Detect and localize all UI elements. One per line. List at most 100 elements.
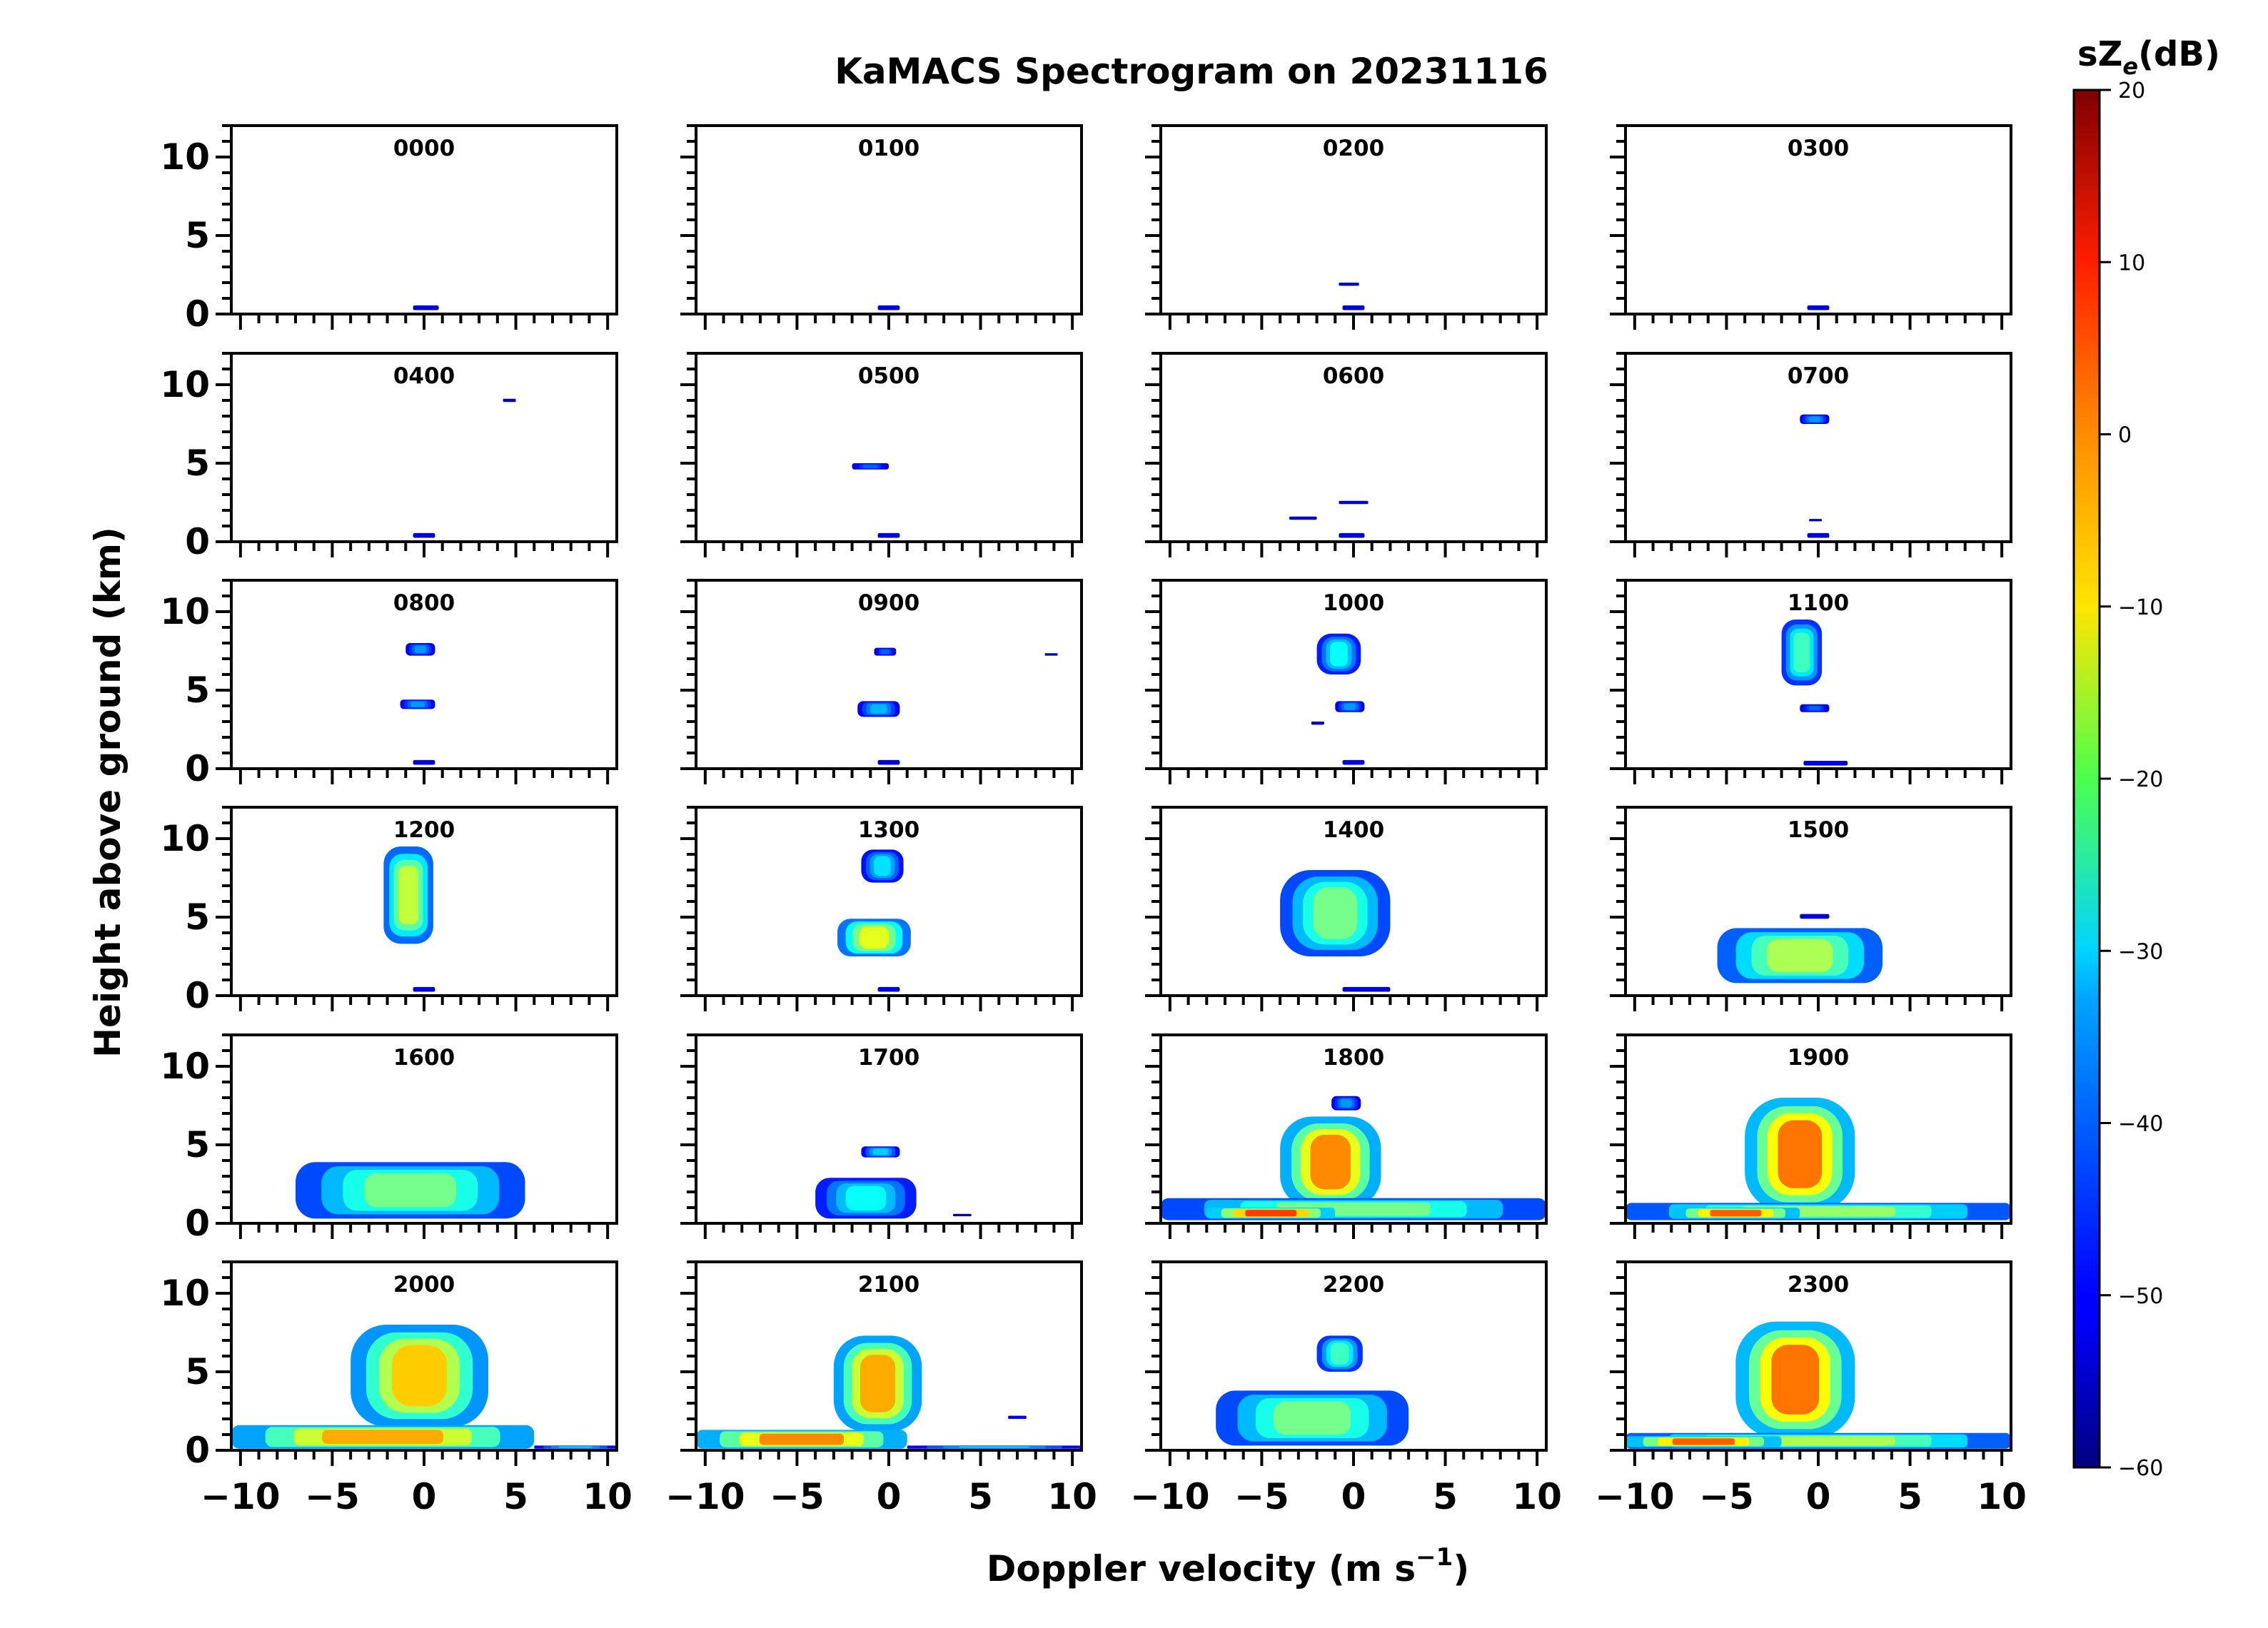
panel-time-label: 0800	[393, 590, 455, 616]
spectral-echo	[1745, 1098, 1855, 1211]
spectral-echo	[1335, 701, 1365, 712]
x-tick-label: 10	[1047, 1476, 1097, 1517]
y-tick-label: 10	[160, 818, 210, 859]
x-tick-label: 5	[1897, 1476, 1922, 1517]
echo-level	[364, 1173, 456, 1208]
panel-background	[1161, 353, 1546, 542]
spectral-echo	[1800, 414, 1830, 424]
echo-level	[1010, 1415, 1024, 1419]
echo-level	[1310, 1134, 1351, 1190]
echo-level	[880, 760, 897, 765]
panel-time-label: 0300	[1788, 136, 1849, 161]
spectral-echo	[1280, 1116, 1381, 1208]
spectral-echo	[877, 759, 900, 765]
y-tick-label: 5	[185, 669, 210, 711]
echo-level	[1330, 642, 1348, 667]
echo-level	[845, 1185, 887, 1210]
x-tick-label: −5	[770, 1476, 825, 1517]
spectral-echo	[1044, 653, 1058, 656]
echo-level	[1344, 703, 1356, 710]
panel-spectra	[857, 647, 1058, 765]
spectral-echo	[1800, 914, 1830, 919]
panel-1400: 1400	[1145, 806, 1548, 1011]
y-tick-label: 10	[160, 364, 210, 405]
spectral-echo	[1339, 500, 1369, 505]
y-tick-label: 0	[185, 748, 210, 789]
panel-time-label: 1700	[858, 1045, 919, 1071]
y-tick-label: 5	[185, 443, 210, 484]
panel-spectra	[1781, 620, 1848, 766]
echo-level	[759, 1433, 844, 1445]
echo-level	[880, 533, 897, 538]
spectral-echo	[351, 1325, 488, 1427]
echo-level	[410, 701, 425, 707]
echo-level	[1810, 533, 1827, 538]
spectral-echo	[413, 532, 435, 538]
x-axis-label: Doppler velocity (m s−1)	[987, 1543, 1469, 1589]
spectral-echo	[1342, 305, 1365, 310]
spectral-echo	[696, 1430, 907, 1449]
y-tick-label: 10	[160, 591, 210, 632]
panel-spectra	[1717, 914, 1883, 984]
y-tick-label: 0	[185, 521, 210, 562]
colorbar-tick-label: −40	[2118, 1112, 2163, 1137]
colorbar-gradient	[2072, 89, 2101, 1469]
x-tick-label: 0	[412, 1476, 437, 1517]
colorbar-tick-label: 10	[2118, 251, 2145, 275]
panel-spectra	[696, 1335, 1082, 1449]
panel-time-label: 1000	[1323, 590, 1384, 616]
spectral-echo	[1008, 1415, 1027, 1419]
y-tick-label: 5	[185, 215, 210, 256]
spectral-echo	[1809, 519, 1823, 522]
echo-level	[860, 1355, 896, 1412]
y-tick-label: 0	[185, 293, 210, 335]
echo-level	[1345, 760, 1362, 765]
echo-level	[1345, 305, 1362, 310]
panel-time-label: 1500	[1788, 817, 1849, 843]
y-tick-label: 5	[185, 1351, 210, 1392]
panel-time-label: 1900	[1788, 1045, 1849, 1071]
echo-level	[392, 1345, 448, 1407]
spectral-echo	[1280, 870, 1391, 956]
echo-level	[415, 987, 433, 992]
panel-time-label: 1100	[1788, 590, 1849, 616]
x-tick-label: 5	[503, 1476, 528, 1517]
panel-spectra	[400, 643, 435, 765]
spectral-echo	[877, 986, 900, 992]
echo-level	[1767, 939, 1833, 972]
panel-0100: 0100	[680, 124, 1083, 330]
panel-background	[231, 353, 617, 542]
panel-1700: 1700	[680, 1033, 1083, 1239]
panel-time-label: 2200	[1323, 1272, 1384, 1298]
echo-level	[1810, 305, 1827, 310]
colorbar: sZe(dB) 20 10 0 −10 −20 −30 −40 −50 −60	[2072, 34, 2220, 1481]
spectral-echo	[1626, 1436, 1782, 1447]
panel-spectra	[1626, 1321, 2011, 1449]
panel-1600: 1600 0 5 10	[160, 1033, 618, 1244]
spectral-echo	[1807, 305, 1830, 310]
y-tick-label: 5	[185, 1124, 210, 1166]
echo-level	[415, 533, 433, 538]
echo-level	[872, 1148, 889, 1156]
spectral-echo	[1316, 633, 1361, 674]
panel-2100: 2100 −10 −5 0 5 10	[665, 1260, 1097, 1517]
spectral-echo	[1311, 722, 1324, 725]
y-tick-label: 0	[185, 1430, 210, 1471]
echo-level	[1771, 1345, 1820, 1415]
echo-level	[1274, 1401, 1351, 1435]
spectral-echo	[1342, 986, 1391, 992]
panel-background	[696, 126, 1082, 314]
echo-level	[1312, 722, 1323, 725]
spectral-echo	[837, 919, 911, 956]
panel-spectra	[852, 463, 900, 538]
panel-0200: 0200	[1145, 124, 1548, 330]
spectral-echo	[907, 1445, 1082, 1449]
echo-level	[1245, 1210, 1297, 1217]
panel-background	[696, 353, 1082, 542]
panel-2300: 2300 −10 −5 0 5 10	[1595, 1260, 2027, 1517]
panel-0600: 0600	[1145, 352, 1548, 557]
panel-time-label: 0500	[858, 363, 919, 389]
echo-level	[1313, 887, 1358, 939]
spectral-echo	[400, 699, 435, 709]
echo-level	[874, 856, 891, 876]
